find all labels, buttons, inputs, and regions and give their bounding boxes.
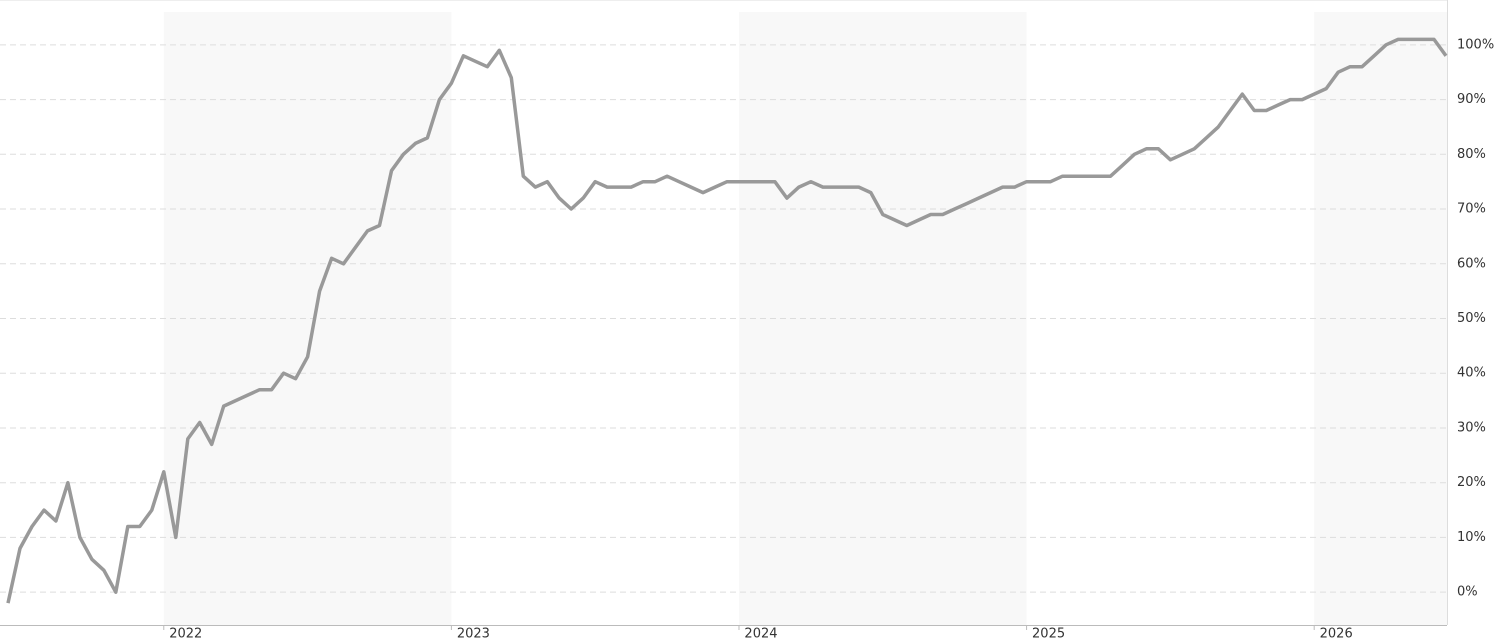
- y-tick-label: 40%: [1457, 366, 1486, 381]
- x-tick-label: 2023: [457, 627, 490, 642]
- y-tick-label: 50%: [1457, 311, 1486, 326]
- y-tick-label: 30%: [1457, 420, 1486, 435]
- period-shade: [163, 12, 452, 625]
- y-tick-label: 70%: [1457, 202, 1486, 217]
- x-tick-label: 2022: [169, 627, 202, 642]
- y-tick-label: 60%: [1457, 256, 1486, 271]
- x-tick-label: 2025: [1032, 627, 1065, 642]
- y-tick-label: 10%: [1457, 530, 1486, 545]
- y-tick-label: 20%: [1457, 475, 1486, 490]
- y-tick-label: 80%: [1457, 147, 1486, 162]
- y-tick-label: 0%: [1457, 585, 1478, 600]
- data-line: [6, 37, 1448, 604]
- y-tick-label: 90%: [1457, 92, 1486, 107]
- x-tick-label: 2024: [744, 627, 777, 642]
- y-tick-label: 100%: [1457, 37, 1494, 52]
- x-tick-label: 2026: [1320, 627, 1353, 642]
